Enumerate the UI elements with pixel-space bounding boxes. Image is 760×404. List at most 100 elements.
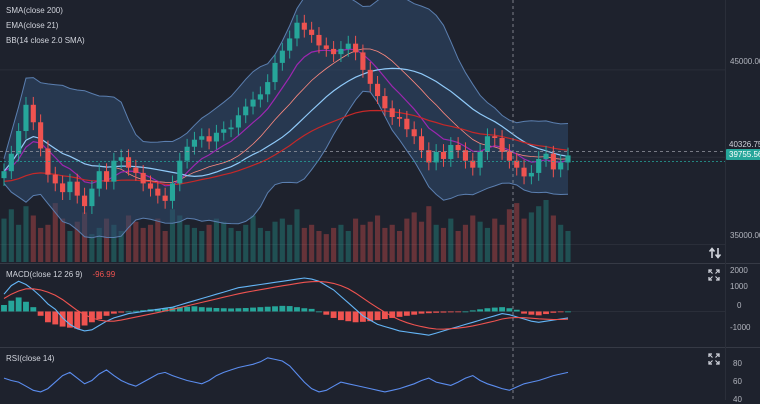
candle-body <box>243 106 249 116</box>
volume-bar <box>536 206 542 262</box>
volume-bar <box>243 224 249 262</box>
candle-body <box>250 99 256 107</box>
legend-macd[interactable]: MACD(close 12 26 9) -96.99 <box>6 270 115 279</box>
volume-bar <box>521 218 527 262</box>
legend-rsi[interactable]: RSI(close 14) <box>6 354 55 363</box>
macd-histogram-bar <box>37 311 44 316</box>
macd-histogram-bar <box>176 307 183 312</box>
legend-ema[interactable]: EMA(close 21) <box>6 21 59 30</box>
macd-histogram-bar <box>352 311 359 323</box>
macd-tick: 0 <box>737 301 742 310</box>
legend-bb[interactable]: BB(14 close 2.0 SMA) <box>6 36 85 45</box>
expand-macd-icon[interactable] <box>708 268 722 282</box>
volume-bar <box>67 231 73 262</box>
volume-bar <box>184 224 190 262</box>
candle-body <box>82 195 88 207</box>
macd-histogram-bar <box>440 311 447 313</box>
candle-body <box>411 129 417 137</box>
candle-body <box>177 160 183 184</box>
bollinger-upper-line <box>3 0 569 160</box>
macd-histogram-bar <box>235 308 242 312</box>
candle-body <box>118 157 124 161</box>
rsi-pane[interactable] <box>3 357 569 393</box>
candle-body <box>52 174 58 184</box>
candle-body <box>301 22 307 30</box>
macd-histogram-bar <box>66 311 73 328</box>
volume-bar <box>199 231 205 262</box>
candle-body <box>206 136 212 142</box>
macd-histogram-bar <box>206 307 213 312</box>
volume-bar <box>177 215 183 262</box>
price-pane[interactable] <box>0 0 725 262</box>
candle-body <box>543 153 549 159</box>
candle-body <box>462 150 469 161</box>
macd-histogram-bar <box>125 311 132 313</box>
macd-histogram-bar <box>506 308 513 312</box>
rsi-tick: 80 <box>733 359 742 368</box>
macd-histogram-bar <box>23 301 29 312</box>
macd-histogram-bar <box>96 311 103 320</box>
volume-bar <box>206 224 212 262</box>
volume-bar <box>103 218 110 262</box>
candle-body <box>103 171 110 182</box>
macd-pane[interactable] <box>0 277 725 336</box>
volume-bar <box>499 224 505 262</box>
macd-histogram-bar <box>184 306 191 312</box>
volume-bar <box>16 224 22 262</box>
macd-histogram-bar <box>447 311 454 313</box>
volume-bar <box>477 221 483 262</box>
volume-bar <box>418 221 425 262</box>
volume-bar <box>404 218 410 262</box>
candle-body <box>265 82 271 95</box>
candle-body <box>184 146 190 161</box>
volume-bar <box>125 215 132 262</box>
candle-body <box>162 195 168 201</box>
macd-histogram-bar <box>323 311 330 315</box>
candle-body <box>38 122 44 149</box>
volume-bar <box>250 215 256 262</box>
volume-bar <box>360 224 366 262</box>
expand-rsi-icon[interactable] <box>708 352 722 366</box>
macd-histogram-bar <box>499 307 506 312</box>
volume-bar <box>433 224 439 262</box>
candle-body <box>455 144 461 151</box>
volume-bar <box>514 203 520 262</box>
macd-histogram-bar <box>264 306 271 312</box>
volume-bar <box>74 221 80 262</box>
candle-body <box>45 148 51 175</box>
volume-bar <box>309 224 315 262</box>
volume-bar <box>162 231 168 262</box>
volume-bar <box>111 224 117 262</box>
volume-bar <box>52 203 58 262</box>
volume-bar <box>323 234 329 262</box>
macd-histogram-bar <box>367 311 374 322</box>
legend-sma[interactable]: SMA(close 200) <box>6 6 63 15</box>
candle-body <box>89 188 95 207</box>
macd-histogram-bar <box>242 308 249 312</box>
candle-body <box>514 160 520 168</box>
macd-histogram-bar <box>521 311 527 314</box>
candle-body <box>499 137 505 152</box>
candle-body <box>67 181 73 193</box>
macd-histogram-bar <box>198 307 205 312</box>
candle-body <box>396 117 403 119</box>
volume-bar <box>265 231 271 262</box>
macd-histogram-bar <box>396 311 403 317</box>
candle-body <box>191 139 198 147</box>
macd-histogram-bar <box>45 311 51 323</box>
macd-histogram-bar <box>550 311 557 313</box>
candle-body <box>221 129 227 133</box>
macd-histogram-bar <box>557 311 564 313</box>
macd-histogram-bar <box>220 308 227 312</box>
macd-histogram-bar <box>294 307 300 312</box>
macd-histogram-bar <box>543 311 549 315</box>
volume-bar <box>169 209 176 262</box>
candle-body <box>133 167 139 173</box>
macd-histogram-bar <box>52 311 59 325</box>
volume-bar <box>257 227 263 262</box>
volume-bar <box>118 231 124 262</box>
swap-vertical-icon[interactable] <box>708 246 722 260</box>
volume-bar <box>140 227 146 262</box>
candle-body <box>338 48 344 55</box>
